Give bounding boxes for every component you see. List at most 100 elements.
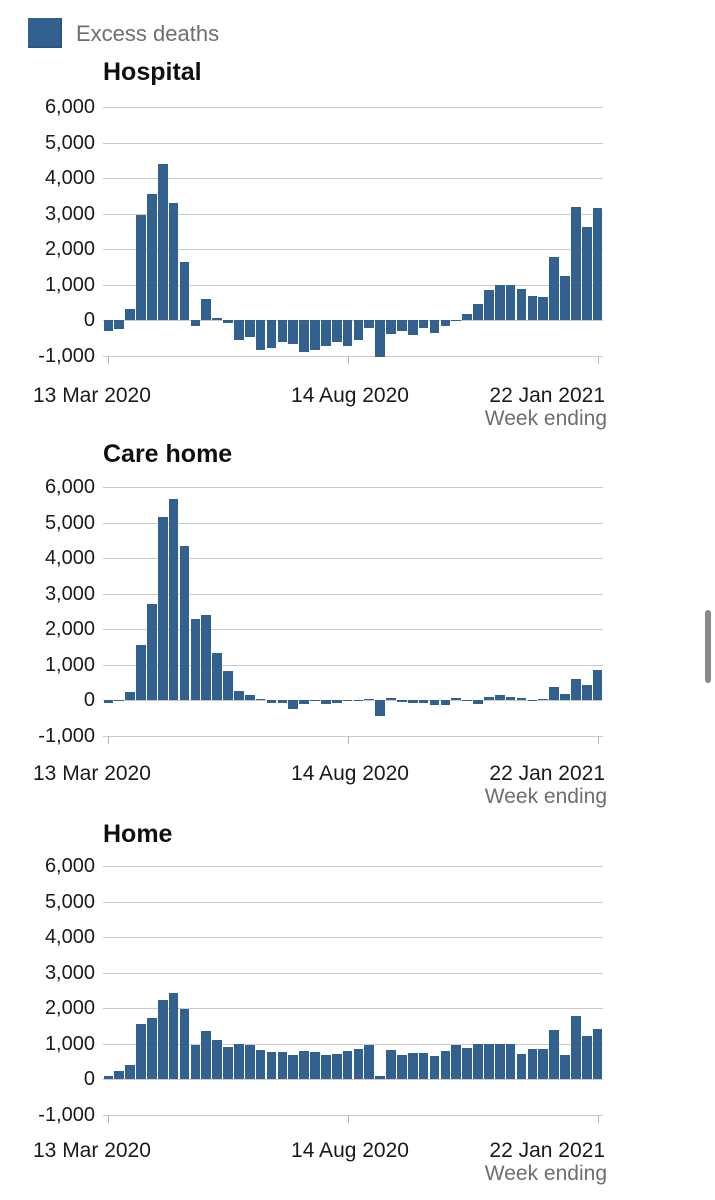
bar[interactable] <box>234 320 244 340</box>
bar[interactable] <box>342 320 353 346</box>
bar[interactable] <box>179 1008 190 1080</box>
bar[interactable] <box>266 1052 277 1080</box>
bar[interactable] <box>451 698 462 701</box>
bar[interactable] <box>125 691 135 701</box>
bar[interactable] <box>484 697 494 701</box>
bar[interactable] <box>527 296 538 321</box>
bar[interactable] <box>386 698 396 701</box>
bar[interactable] <box>473 304 483 321</box>
bar[interactable] <box>125 308 135 321</box>
bar[interactable] <box>429 320 440 333</box>
bar[interactable] <box>386 320 396 334</box>
bar[interactable] <box>168 499 179 701</box>
bar[interactable] <box>484 1043 494 1080</box>
bar[interactable] <box>201 1030 212 1080</box>
bar[interactable] <box>103 320 114 332</box>
bar[interactable] <box>299 700 309 705</box>
bar[interactable] <box>592 1028 603 1080</box>
bar[interactable] <box>375 700 385 716</box>
bar[interactable] <box>114 320 125 330</box>
bar[interactable] <box>418 1053 429 1080</box>
bar[interactable] <box>266 320 277 349</box>
bar[interactable] <box>505 696 516 701</box>
bar[interactable] <box>505 285 516 321</box>
bar[interactable] <box>516 1054 527 1080</box>
bar[interactable] <box>255 699 266 701</box>
bar[interactable] <box>397 700 407 703</box>
bar[interactable] <box>505 1043 516 1080</box>
bar[interactable] <box>244 320 255 338</box>
bar[interactable] <box>201 615 212 701</box>
bar[interactable] <box>451 1044 462 1080</box>
bar[interactable] <box>549 686 559 701</box>
bar[interactable] <box>310 700 320 702</box>
bar[interactable] <box>364 320 375 329</box>
bar[interactable] <box>310 320 320 350</box>
bar[interactable] <box>494 285 505 321</box>
bar[interactable] <box>147 1018 157 1080</box>
bar[interactable] <box>375 320 385 358</box>
bar[interactable] <box>397 1055 407 1080</box>
bar[interactable] <box>429 700 440 706</box>
bar[interactable] <box>397 320 407 332</box>
bar[interactable] <box>255 1049 266 1080</box>
bar[interactable] <box>418 700 429 703</box>
bar[interactable] <box>331 700 342 703</box>
bar[interactable] <box>592 670 603 701</box>
bar[interactable] <box>136 215 146 321</box>
bar[interactable] <box>136 645 146 701</box>
bar[interactable] <box>462 1047 472 1080</box>
bar[interactable] <box>484 290 494 321</box>
bar[interactable] <box>103 700 114 703</box>
bar[interactable] <box>473 700 483 704</box>
bar[interactable] <box>223 320 233 323</box>
bar[interactable] <box>190 619 201 701</box>
bar[interactable] <box>527 700 538 701</box>
bar[interactable] <box>157 163 168 321</box>
bar[interactable] <box>440 320 451 327</box>
bar[interactable] <box>157 1000 168 1080</box>
bar[interactable] <box>147 604 157 701</box>
bar[interactable] <box>223 671 233 701</box>
bar[interactable] <box>179 261 190 321</box>
bar[interactable] <box>429 1055 440 1080</box>
bar[interactable] <box>223 1047 233 1080</box>
bar[interactable] <box>201 298 212 321</box>
bar[interactable] <box>549 1030 559 1080</box>
bar[interactable] <box>364 699 375 701</box>
bar[interactable] <box>581 227 592 321</box>
bar[interactable] <box>581 685 592 701</box>
bar[interactable] <box>560 1054 570 1080</box>
bar[interactable] <box>234 1043 244 1080</box>
bar[interactable] <box>212 317 222 321</box>
bar[interactable] <box>462 313 472 321</box>
bar[interactable] <box>407 700 418 703</box>
bar[interactable] <box>190 320 201 327</box>
bar[interactable] <box>538 1049 549 1080</box>
bar[interactable] <box>473 1043 483 1080</box>
bar[interactable] <box>157 517 168 701</box>
bar[interactable] <box>288 320 299 345</box>
bar[interactable] <box>342 700 353 702</box>
bar[interactable] <box>581 1036 592 1080</box>
bar[interactable] <box>560 694 570 701</box>
bar[interactable] <box>277 320 288 343</box>
bar[interactable] <box>277 700 288 703</box>
bar[interactable] <box>234 691 244 701</box>
bar[interactable] <box>288 1054 299 1080</box>
bar[interactable] <box>320 700 331 705</box>
bar[interactable] <box>538 296 549 321</box>
bar[interactable] <box>147 194 157 321</box>
bar[interactable] <box>375 1075 385 1080</box>
bar[interactable] <box>407 320 418 336</box>
bar[interactable] <box>418 320 429 329</box>
bar[interactable] <box>179 545 190 701</box>
bar[interactable] <box>331 1054 342 1080</box>
bar[interactable] <box>244 1044 255 1080</box>
bar[interactable] <box>320 1054 331 1080</box>
bar[interactable] <box>570 1015 581 1080</box>
bar[interactable] <box>299 1050 309 1080</box>
bar[interactable] <box>353 1048 364 1080</box>
bar[interactable] <box>462 700 472 701</box>
bar[interactable] <box>527 1049 538 1080</box>
